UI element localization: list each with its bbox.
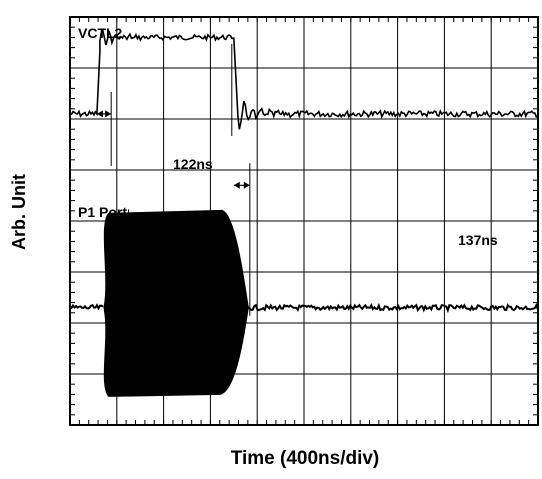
series-p1-burst (103, 209, 249, 397)
annotation-arrowhead-right (105, 110, 112, 118)
annotation-label-122ns: 122ns (173, 156, 213, 172)
plot-frame (69, 16, 539, 426)
trace-layer (69, 29, 539, 397)
annotation-arrowhead-left (96, 110, 103, 118)
annotation-arrowhead-right (243, 181, 250, 189)
series-p1-baseline-right (247, 302, 539, 314)
annotation-layer (96, 91, 251, 316)
y-axis-label: Arb. Unit (9, 174, 29, 250)
series-p1-baseline-left (69, 303, 104, 311)
x-axis-label: Time (400ns/div) (231, 448, 380, 469)
annotation-arrowhead-left (233, 181, 240, 189)
annotation-label-137ns: 137ns (458, 232, 498, 248)
series-vctl2-trace (69, 29, 539, 130)
series-label-vctl2: VCTL2 (78, 25, 123, 41)
series-label-p1-port: P1 Port (78, 204, 127, 220)
